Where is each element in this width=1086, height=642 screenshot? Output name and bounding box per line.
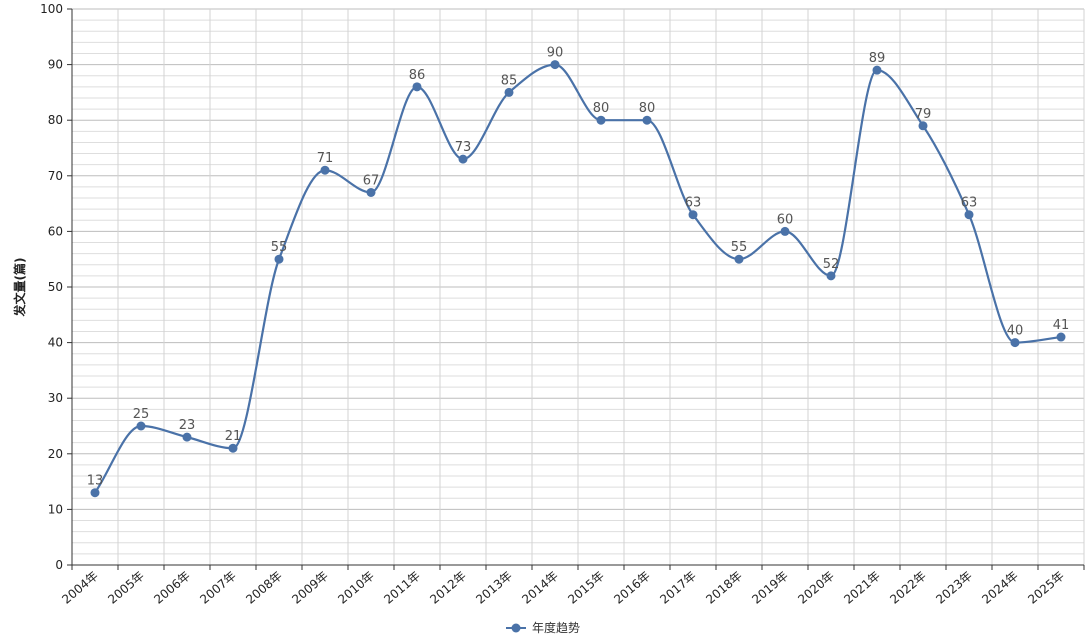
data-label: 63	[685, 196, 702, 211]
data-label: 13	[87, 474, 104, 489]
x-tick-label: 2010年	[335, 569, 377, 607]
data-point[interactable]	[1056, 332, 1066, 342]
data-point[interactable]	[274, 254, 284, 264]
y-axis-ticks: 0 10 20 30 40 50 60 70 80 90 100	[40, 2, 72, 572]
x-tick-label: 2006年	[151, 569, 193, 607]
data-label: 90	[547, 46, 564, 61]
x-tick-label: 2022年	[887, 569, 929, 607]
data-label: 41	[1053, 318, 1070, 333]
x-tick-label: 2009年	[289, 569, 331, 607]
y-tick-label: 40	[48, 336, 63, 350]
legend-label: 年度趋势	[532, 620, 580, 635]
data-point[interactable]	[412, 82, 422, 92]
data-label: 55	[731, 240, 748, 255]
data-point[interactable]	[320, 165, 330, 175]
x-tick-label: 2025年	[1025, 569, 1067, 607]
data-point[interactable]	[872, 65, 882, 75]
data-point[interactable]	[136, 421, 146, 431]
x-tick-label: 2017年	[657, 569, 699, 607]
data-label: 25	[133, 407, 150, 422]
data-point[interactable]	[504, 87, 514, 97]
x-tick-label: 2021年	[841, 569, 883, 607]
series-line-0	[94, 63, 1062, 494]
x-tick-label: 2024年	[979, 569, 1021, 607]
x-tick-label: 2013年	[473, 569, 515, 607]
data-label: 85	[501, 73, 518, 88]
x-tick-label: 2023年	[933, 569, 975, 607]
series-group: 13 25 23 21 55 71 67 86 73 85 90 80 80 63 55 60 52 89 79 63…	[87, 46, 1070, 498]
data-label: 89	[869, 51, 886, 66]
data-point[interactable]	[826, 271, 836, 281]
data-label: 80	[593, 101, 610, 116]
data-point[interactable]	[734, 254, 744, 264]
data-point[interactable]	[642, 115, 652, 125]
x-tick-label: 2016年	[611, 569, 653, 607]
y-tick-label: 100	[40, 2, 63, 16]
x-axis-ticks: 2004年 2005年 2006年 2007年 2008年 2009年 2010年 2011年…	[59, 565, 1085, 607]
data-point[interactable]	[366, 187, 376, 197]
y-tick-label: 90	[48, 58, 63, 72]
grid-lines	[71, 8, 1085, 566]
data-point[interactable]	[228, 443, 238, 453]
data-point[interactable]	[182, 432, 192, 442]
data-label: 67	[363, 173, 380, 188]
data-label: 86	[409, 68, 426, 83]
y-tick-label: 80	[48, 113, 63, 127]
data-label: 71	[317, 151, 334, 166]
data-label: 52	[823, 257, 840, 272]
data-point[interactable]	[550, 60, 560, 70]
x-tick-label: 2015年	[565, 569, 607, 607]
x-tick-label: 2019年	[749, 569, 791, 607]
data-label: 55	[271, 240, 288, 255]
data-point[interactable]	[596, 115, 606, 125]
y-tick-label: 10	[48, 502, 63, 516]
legend-marker	[511, 623, 521, 633]
x-tick-label: 2020年	[795, 569, 837, 607]
y-tick-label: 70	[48, 169, 63, 183]
legend[interactable]: 年度趋势	[506, 620, 580, 635]
data-label: 21	[225, 429, 242, 444]
y-tick-label: 30	[48, 391, 63, 405]
x-tick-label: 2008年	[243, 569, 285, 607]
x-tick-label: 2004年	[59, 569, 101, 607]
data-label: 63	[961, 196, 978, 211]
y-tick-label: 0	[55, 558, 63, 572]
y-tick-label: 50	[48, 280, 63, 294]
x-tick-label: 2005年	[105, 569, 147, 607]
x-tick-label: 2014年	[519, 569, 561, 607]
data-point[interactable]	[964, 210, 974, 220]
x-tick-label: 2012年	[427, 569, 469, 607]
y-axis-title: 发文量(篇)	[12, 258, 27, 318]
x-tick-label: 2018年	[703, 569, 745, 607]
data-label: 40	[1007, 324, 1024, 339]
data-label: 23	[179, 418, 196, 433]
data-label: 80	[639, 101, 656, 116]
data-label: 79	[915, 107, 932, 122]
data-point[interactable]	[458, 154, 468, 164]
data-label: 73	[455, 140, 472, 155]
data-point[interactable]	[1010, 338, 1020, 348]
data-point[interactable]	[780, 226, 790, 236]
data-point[interactable]	[688, 210, 698, 220]
y-tick-label: 20	[48, 447, 63, 461]
y-tick-label: 60	[48, 224, 63, 238]
x-tick-label: 2011年	[381, 569, 423, 607]
data-label: 60	[777, 212, 794, 227]
data-point[interactable]	[918, 121, 928, 131]
data-point[interactable]	[90, 488, 100, 498]
x-tick-label: 2007年	[197, 569, 239, 607]
